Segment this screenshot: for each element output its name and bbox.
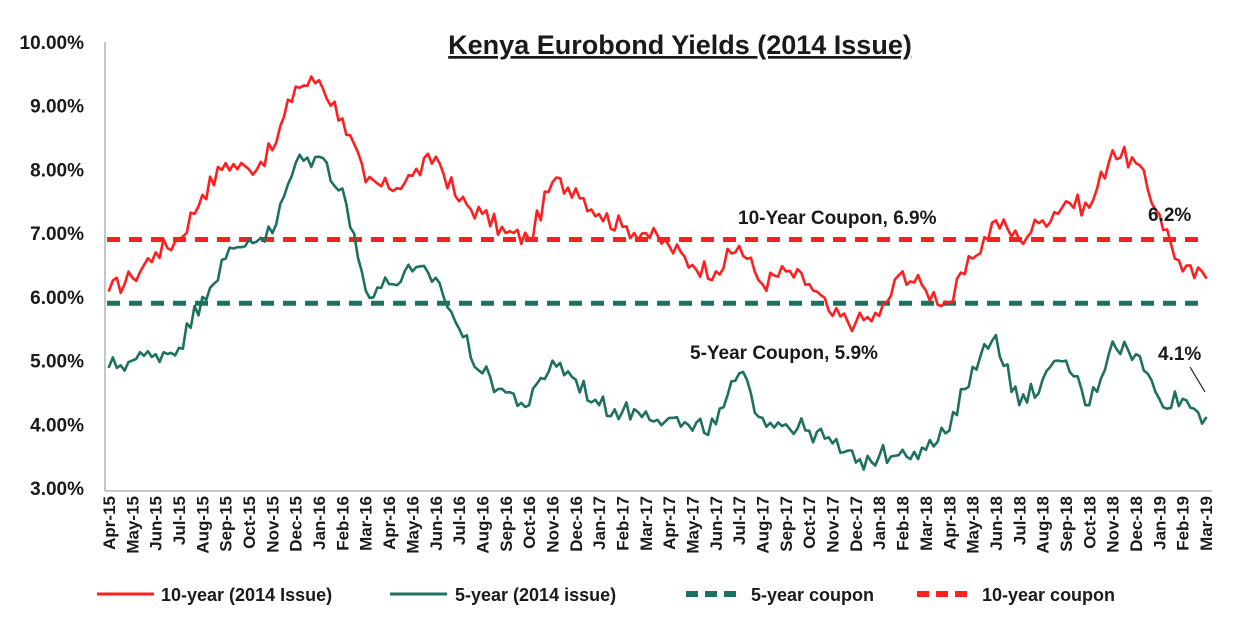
x-tick-label: Sep-18	[1057, 496, 1076, 552]
y-tick-label: 7.00%	[30, 224, 84, 245]
x-tick-label: Aug-16	[473, 496, 492, 554]
x-tick-label: Oct-18	[1080, 496, 1099, 549]
x-tick-label: Oct-17	[800, 496, 819, 549]
y-tick-label: 5.00%	[30, 352, 84, 373]
annotation-5y-last: 4.1%	[1158, 344, 1201, 365]
x-tick-label: May-18	[964, 496, 983, 554]
x-tick-label: Sep-15	[217, 496, 236, 552]
x-tick-label: Jun-18	[987, 496, 1006, 551]
x-tick-label: Dec-17	[847, 496, 866, 552]
x-tick-label: Aug-15	[193, 496, 212, 554]
x-tick-label: Dec-18	[1127, 496, 1146, 552]
x-tick-label: Jan-18	[870, 496, 889, 550]
y-tick-labels: 3.00% 4.00% 5.00% 6.00% 7.00% 8.00% 9.00% 10.00…	[20, 33, 85, 500]
x-tick-label: Oct-16	[520, 496, 539, 549]
x-tick-label: Mar-18	[917, 496, 936, 551]
annotation-5y-leader	[1189, 366, 1206, 393]
x-tick-label: Aug-17	[754, 496, 773, 554]
legend-label-5y-coupon: 5-year coupon	[751, 585, 874, 605]
coupon-lines	[107, 237, 1206, 306]
annotation-5y-coupon: 5-Year Coupon, 5.9%	[690, 343, 878, 364]
x-tick-label: Aug-18	[1034, 496, 1053, 554]
x-tick-label: Mar-17	[637, 496, 656, 551]
y-tick-label: 3.00%	[30, 479, 84, 500]
x-tick-label: Mar-19	[1197, 496, 1216, 551]
legend-label-5y: 5-year (2014 issue)	[455, 585, 616, 605]
x-tick-label: Apr-15	[100, 496, 119, 550]
x-tick-label: Jan-19	[1150, 496, 1169, 550]
x-tick-label: Jun-17	[707, 496, 726, 551]
y-tick-label: 4.00%	[30, 415, 84, 436]
x-tick-label: Jun-16	[427, 496, 446, 551]
x-tick-label: Nov-16	[543, 496, 562, 553]
x-tick-label: May-16	[403, 496, 422, 554]
x-tick-label: Apr-18	[940, 496, 959, 550]
x-tick-label: Nov-18	[1104, 496, 1123, 553]
x-tick-label: May-15	[123, 496, 142, 554]
x-tick-label: Feb-19	[1174, 496, 1193, 551]
annotation-10y-last: 6.2%	[1148, 205, 1191, 226]
x-tick-label: Dec-15	[287, 496, 306, 552]
y-tick-label: 6.00%	[30, 288, 84, 309]
series-line	[107, 75, 1208, 333]
y-tick-label: 8.00%	[30, 160, 84, 181]
x-tick-label: May-17	[684, 496, 703, 554]
x-tick-label: Apr-16	[380, 496, 399, 550]
x-tick-label: Jan-17	[590, 496, 609, 550]
legend: 10-year (2014 Issue) 5-year (2014 issue)…	[97, 585, 1115, 605]
y-tick-label: 9.00%	[30, 97, 84, 118]
x-tick-label: Nov-15	[263, 496, 282, 553]
x-tick-label: Sep-17	[777, 496, 796, 552]
x-tick-label: Jan-16	[310, 496, 329, 550]
x-tick-label: Sep-16	[497, 496, 516, 552]
x-tick-label: Feb-16	[333, 496, 352, 551]
annotation-10y-coupon: 10-Year Coupon, 6.9%	[738, 208, 937, 229]
yield-lines	[107, 75, 1208, 471]
x-tick-label: Apr-17	[660, 496, 679, 550]
legend-label-10y: 10-year (2014 Issue)	[161, 585, 332, 605]
x-tick-label: Jul-17	[730, 496, 749, 545]
x-tick-label: Jun-15	[147, 496, 166, 551]
y-tick-label: 10.00%	[20, 33, 85, 54]
x-tick-label: Feb-18	[894, 496, 913, 551]
x-tick-label: Nov-17	[824, 496, 843, 553]
x-tick-label: Mar-16	[357, 496, 376, 551]
legend-label-10y-coupon: 10-year coupon	[982, 585, 1115, 605]
x-tick-label: Jul-16	[450, 496, 469, 545]
x-tick-label: Feb-17	[613, 496, 632, 551]
x-tick-label: Jul-15	[170, 496, 189, 545]
x-tick-label: Dec-16	[567, 496, 586, 552]
chart-title: Kenya Eurobond Yields (2014 Issue)	[448, 30, 912, 60]
x-tick-label: Jul-18	[1010, 496, 1029, 545]
x-tick-labels: Apr-15 May-15 Jun-15 Jul-15 Aug-15 Sep-15 Oct-…	[100, 496, 1216, 554]
series-line	[107, 153, 1208, 471]
x-tick-label: Oct-15	[240, 496, 259, 549]
